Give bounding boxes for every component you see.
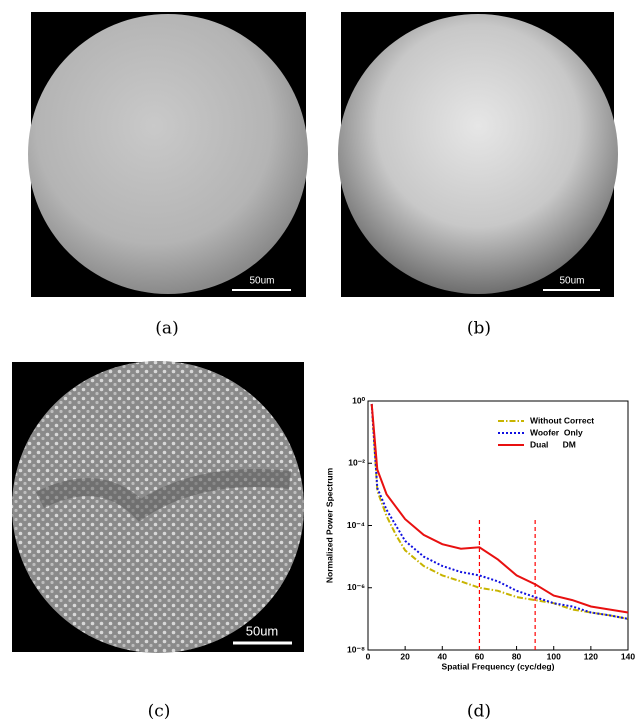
- caption: (d): [467, 702, 491, 722]
- x-tick-label: 100: [547, 651, 561, 661]
- scale-bar-label: 50um: [246, 623, 279, 638]
- y-axis-title: Normalized Power Spectrum: [324, 467, 334, 583]
- x-tick-label: 140: [621, 651, 635, 661]
- series-line: [370, 403, 629, 620]
- x-tick-label: 120: [584, 651, 598, 661]
- x-tick-label: 60: [475, 651, 485, 661]
- caption: (c): [148, 702, 171, 722]
- scale-bar-label: 50um: [559, 276, 584, 287]
- legend-label: Woofer Only: [530, 427, 583, 437]
- x-tick-label: 40: [438, 651, 448, 661]
- vessel-shadow: [35, 469, 291, 522]
- caption: (b): [467, 319, 491, 339]
- image: [28, 14, 308, 294]
- x-tick-label: 80: [512, 651, 522, 661]
- x-tick-label: 20: [400, 651, 410, 661]
- x-tick-label: 0: [366, 651, 371, 661]
- legend-label: Dual DM: [530, 439, 576, 449]
- y-tick-label: 10⁻⁶: [347, 582, 365, 592]
- x-axis-title: Spatial Frequency (cyc/deg): [442, 661, 555, 671]
- y-tick-label: 10⁰: [352, 395, 365, 405]
- chart: 0 20 40 60 80 100 120 140 10⁻⁸ 10⁻⁶ 10⁻⁴ 10⁻² 10⁰ Spa…: [324, 395, 635, 671]
- scale-bar-label: 50um: [249, 276, 274, 287]
- series-line: [370, 403, 629, 620]
- legend-label: Without Correct: [530, 415, 594, 425]
- series-line: [370, 403, 629, 614]
- y-tick-label: 10⁻²: [348, 458, 365, 468]
- y-tick-label: 10⁻⁴: [347, 520, 365, 530]
- image: [338, 14, 618, 294]
- caption: (a): [155, 319, 178, 339]
- y-tick-label: 10⁻⁸: [347, 644, 365, 654]
